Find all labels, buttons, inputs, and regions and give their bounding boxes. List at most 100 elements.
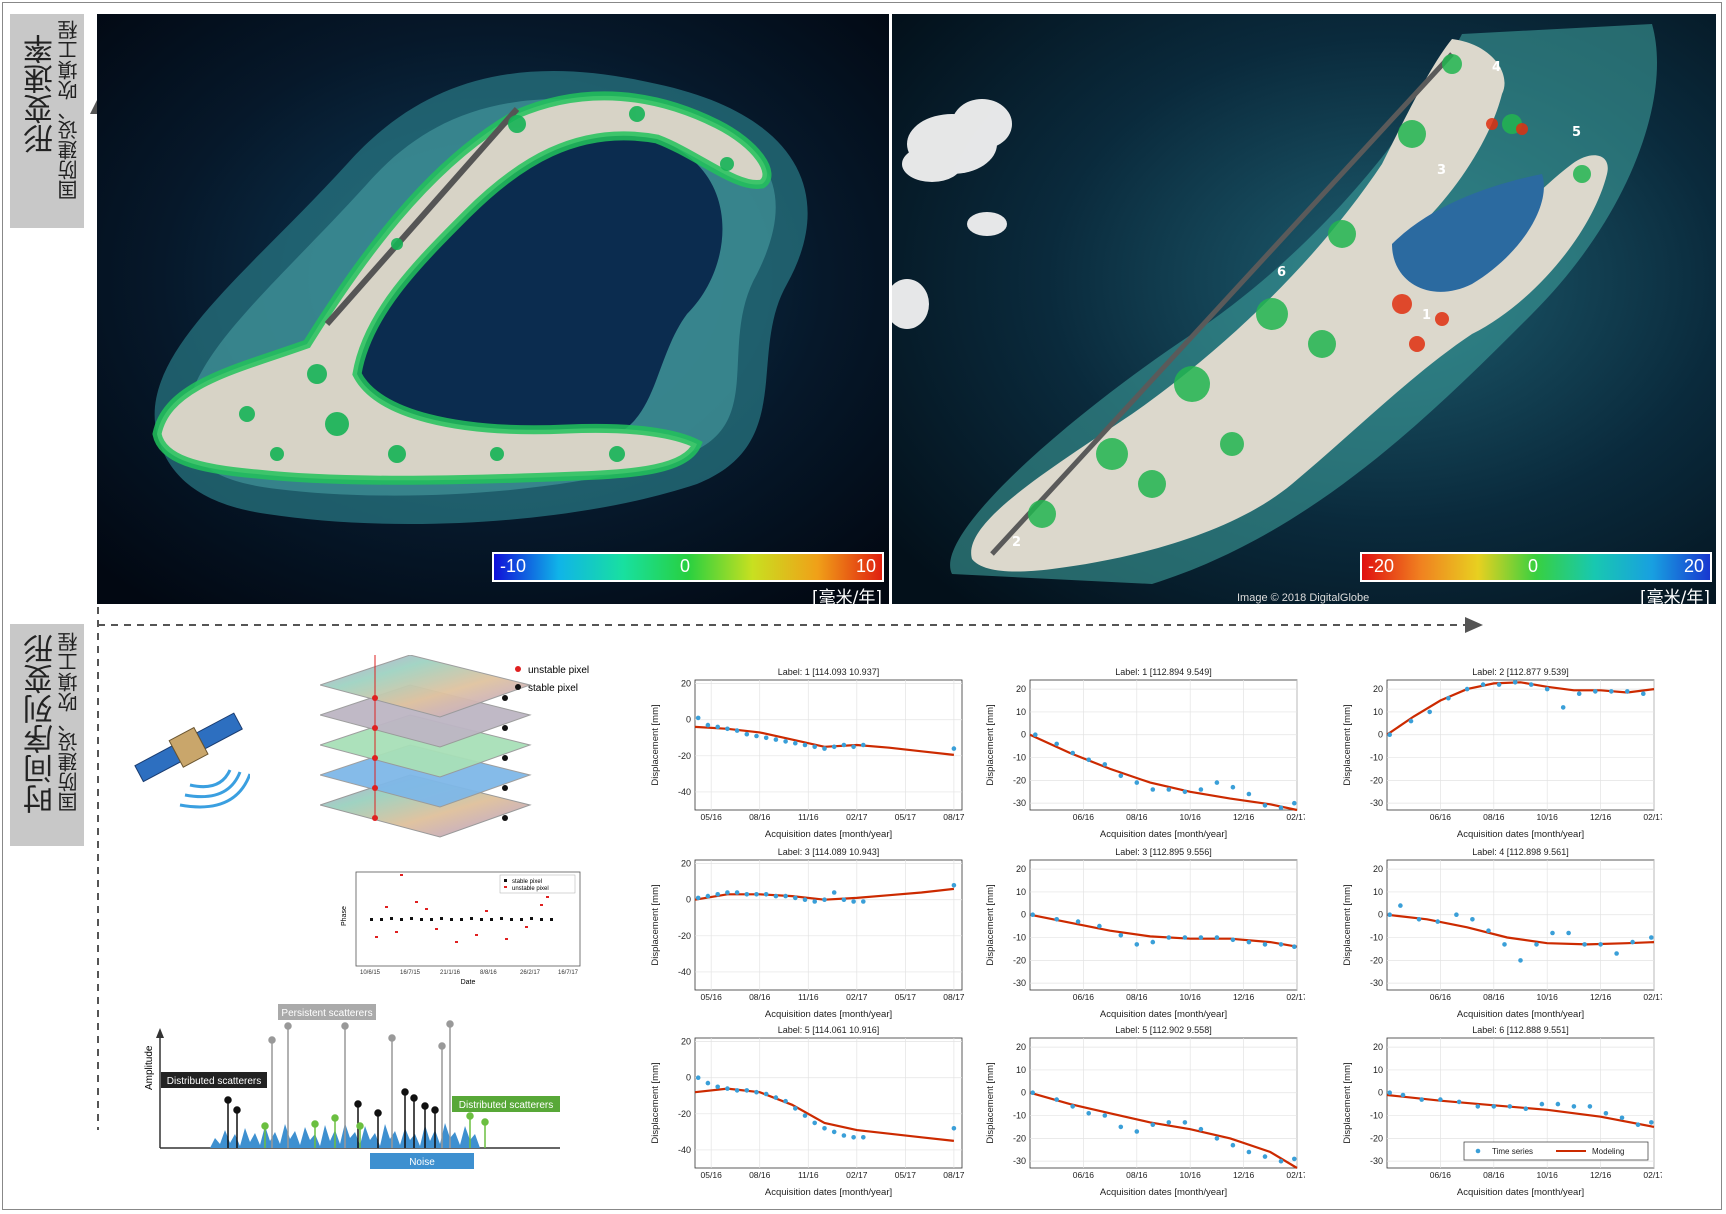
data-point — [1214, 1136, 1220, 1141]
x-tick-label: 08/16 — [749, 812, 771, 822]
plot-area — [1386, 859, 1655, 991]
data-point — [831, 1129, 837, 1135]
data-point — [1278, 805, 1284, 810]
data-point — [773, 1095, 779, 1100]
data-point — [1408, 718, 1414, 724]
chart-title: Label: 5 [112.902 9.558] — [1115, 1025, 1211, 1035]
data-point — [744, 892, 750, 897]
y-axis-label: Displacement [mm] — [985, 704, 996, 785]
data-point — [802, 742, 808, 748]
data-point — [1246, 1149, 1252, 1155]
data-point — [1134, 780, 1140, 785]
y-tick-label: -10 — [1013, 753, 1026, 763]
svg-text:4: 4 — [1492, 60, 1501, 75]
plot-area — [694, 679, 963, 811]
data-point — [1387, 912, 1392, 917]
y-tick-label: -30 — [1013, 798, 1026, 808]
y-tick-label: 20 — [681, 1037, 691, 1047]
legend-stable: stable pixel — [528, 683, 578, 694]
y-tick-label: 10 — [1373, 1065, 1383, 1075]
data-point — [1614, 951, 1619, 956]
data-point — [754, 733, 759, 739]
data-point — [715, 1084, 720, 1090]
data-point — [1534, 942, 1539, 947]
data-point — [1593, 689, 1598, 694]
data-point — [1030, 912, 1035, 917]
data-point — [1150, 939, 1156, 945]
displacement-chart-1: Label: 1 [114.093 10.937] 20 0 -20 -40 05/16 0… — [650, 667, 965, 840]
y-tick-label: 10 — [1373, 707, 1383, 717]
chart-title: Label: 3 [114.089 10.943] — [778, 847, 879, 857]
data-point — [1550, 930, 1555, 936]
x-axis-label: Acquisition dates [month/year] — [765, 829, 892, 840]
x-tick-label: 08/16 — [1483, 1170, 1505, 1180]
legend-unstable: unstable pixel — [528, 665, 589, 676]
legend-model: Modeling — [1592, 1147, 1624, 1156]
y-tick-label: -30 — [1013, 1156, 1026, 1166]
data-point — [754, 892, 759, 897]
chart-title: Label: 1 [112.894 9.549] — [1115, 667, 1211, 677]
data-point — [1523, 1106, 1529, 1111]
x-tick-label: 08/16 — [749, 1170, 771, 1180]
x-axis-label: Acquisition dates [month/year] — [1100, 1009, 1227, 1020]
data-point — [822, 897, 827, 902]
data-point — [1262, 803, 1268, 808]
displacement-chart-5: Label: 3 [112.895 9.556] 20 10 0 -10 -20 -30 06… — [985, 847, 1305, 1020]
data-point — [1512, 680, 1518, 685]
y-tick-label: -20 — [678, 751, 691, 761]
y-tick-label: 20 — [1373, 684, 1383, 694]
data-point — [763, 735, 769, 741]
data-point — [1464, 686, 1470, 692]
data-point — [951, 1126, 957, 1131]
label-noise: Noise — [409, 1157, 435, 1168]
data-point — [1262, 1154, 1268, 1159]
satellite-image-left — [97, 14, 889, 604]
x-tick-label: 06/16 — [1430, 1170, 1452, 1180]
data-point — [1582, 942, 1587, 947]
svg-text:6: 6 — [1277, 265, 1286, 280]
data-point — [861, 742, 866, 748]
y-tick-label: -40 — [678, 1145, 691, 1155]
data-point — [1166, 787, 1172, 792]
model-line — [1386, 1093, 1655, 1128]
data-point — [802, 897, 808, 902]
x-tick-label: 12/16 — [1590, 992, 1612, 1002]
data-point — [1576, 691, 1582, 696]
data-point — [705, 1080, 711, 1086]
data-point — [1070, 750, 1075, 756]
data-point — [1387, 732, 1392, 737]
interferogram-stack: unstable pixel stable pixel — [320, 655, 589, 838]
data-point — [1528, 682, 1534, 687]
data-point — [1166, 1120, 1172, 1125]
data-point — [1625, 689, 1630, 694]
chart-title: Label: 3 [112.895 9.556] — [1115, 847, 1211, 857]
y-tick-label: 0 — [1378, 1088, 1383, 1098]
data-point — [1166, 935, 1172, 940]
data-point — [1246, 791, 1252, 797]
x-tick-label: 06/16 — [1073, 1170, 1095, 1180]
data-point — [725, 890, 730, 895]
data-point — [1246, 939, 1252, 945]
colorbar-left: -10 0 10 [毫米/年] — [492, 552, 884, 608]
y-tick-label: -30 — [1013, 978, 1026, 988]
x-tick-label: 08/17 — [943, 812, 965, 822]
plot-area — [1029, 679, 1298, 811]
svg-text:1: 1 — [1422, 308, 1431, 323]
data-point — [861, 899, 866, 904]
svg-text:10/6/15: 10/6/15 — [360, 970, 381, 976]
y-tick-label: 0 — [1021, 910, 1026, 920]
data-point — [1480, 682, 1486, 687]
data-point — [1571, 1104, 1577, 1109]
x-axis-label: Acquisition dates [month/year] — [1457, 1187, 1584, 1198]
phase-plot: Phase Date stable pixel unstable pixel 1… — [341, 871, 581, 986]
x-tick-label: 02/17 — [1643, 812, 1662, 822]
svg-text:unstable pixel: unstable pixel — [512, 886, 549, 892]
data-point — [1292, 944, 1297, 949]
data-point — [841, 1133, 847, 1138]
data-point — [1054, 1097, 1059, 1102]
data-point — [1609, 689, 1614, 694]
data-point — [1030, 1090, 1035, 1095]
data-point — [951, 883, 957, 888]
displacement-chart-4: Label: 3 [114.089 10.943] 20 0 -20 -40 05/16 0… — [650, 847, 965, 1020]
